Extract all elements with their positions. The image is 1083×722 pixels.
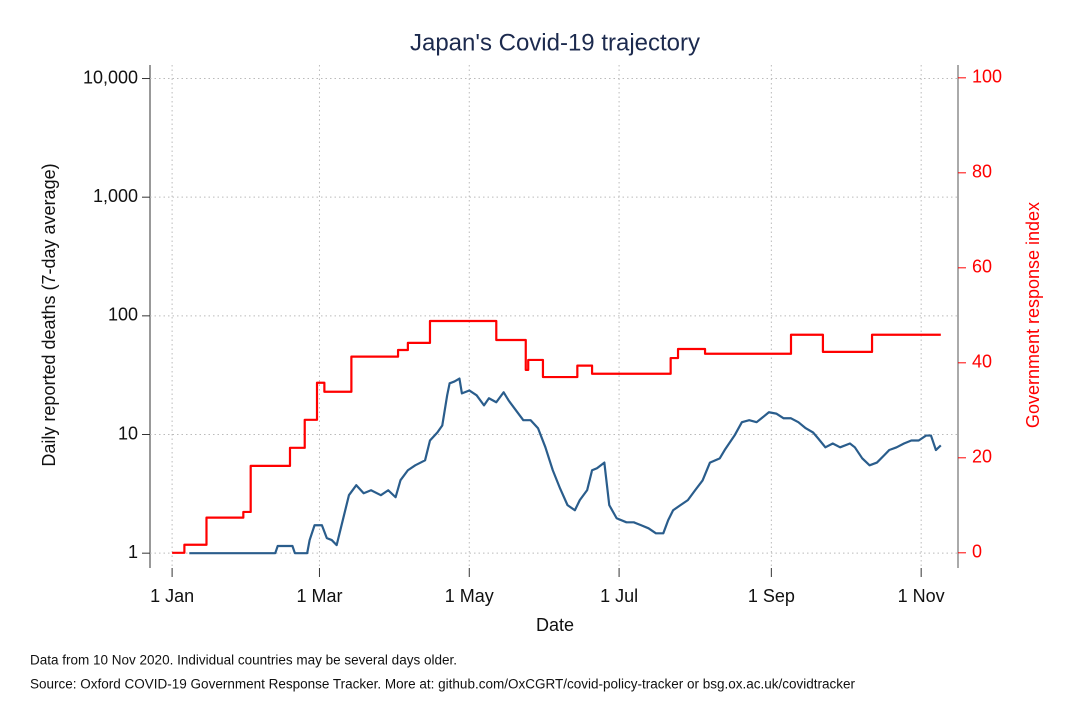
x-tick-label: 1 Nov [898, 586, 945, 606]
y-tick-label: 10,000 [83, 67, 138, 87]
y-tick-label: 1,000 [93, 186, 138, 206]
footnote: Source: Oxford COVID-19 Government Respo… [30, 677, 856, 692]
footnote: Data from 10 Nov 2020. Individual countr… [30, 653, 457, 668]
y2-tick-label: 60 [972, 257, 992, 277]
y-tick-label: 100 [108, 305, 138, 325]
y2-tick-label: 0 [972, 542, 982, 562]
x-tick-label: 1 Sep [748, 586, 795, 606]
x-tick-label: 1 Jan [150, 586, 194, 606]
y-axis-title: Daily reported deaths (7-day average) [39, 163, 59, 466]
y2-tick-label: 40 [972, 352, 992, 372]
y-tick-label: 10 [118, 423, 138, 443]
y-tick-label: 1 [128, 542, 138, 562]
x-axis-title: Date [536, 615, 574, 635]
data-line [189, 377, 942, 555]
data-line [172, 319, 941, 554]
x-tick-label: 1 Mar [296, 586, 342, 606]
y2-tick-label: 20 [972, 447, 992, 467]
chart-title: Japan's Covid-19 trajectory [410, 29, 700, 56]
x-tick-label: 1 Jul [600, 586, 638, 606]
y2-axis-title: Government response index [1023, 202, 1043, 428]
x-tick-label: 1 May [445, 586, 494, 606]
y2-tick-label: 80 [972, 162, 992, 182]
y2-tick-label: 100 [972, 67, 1002, 87]
